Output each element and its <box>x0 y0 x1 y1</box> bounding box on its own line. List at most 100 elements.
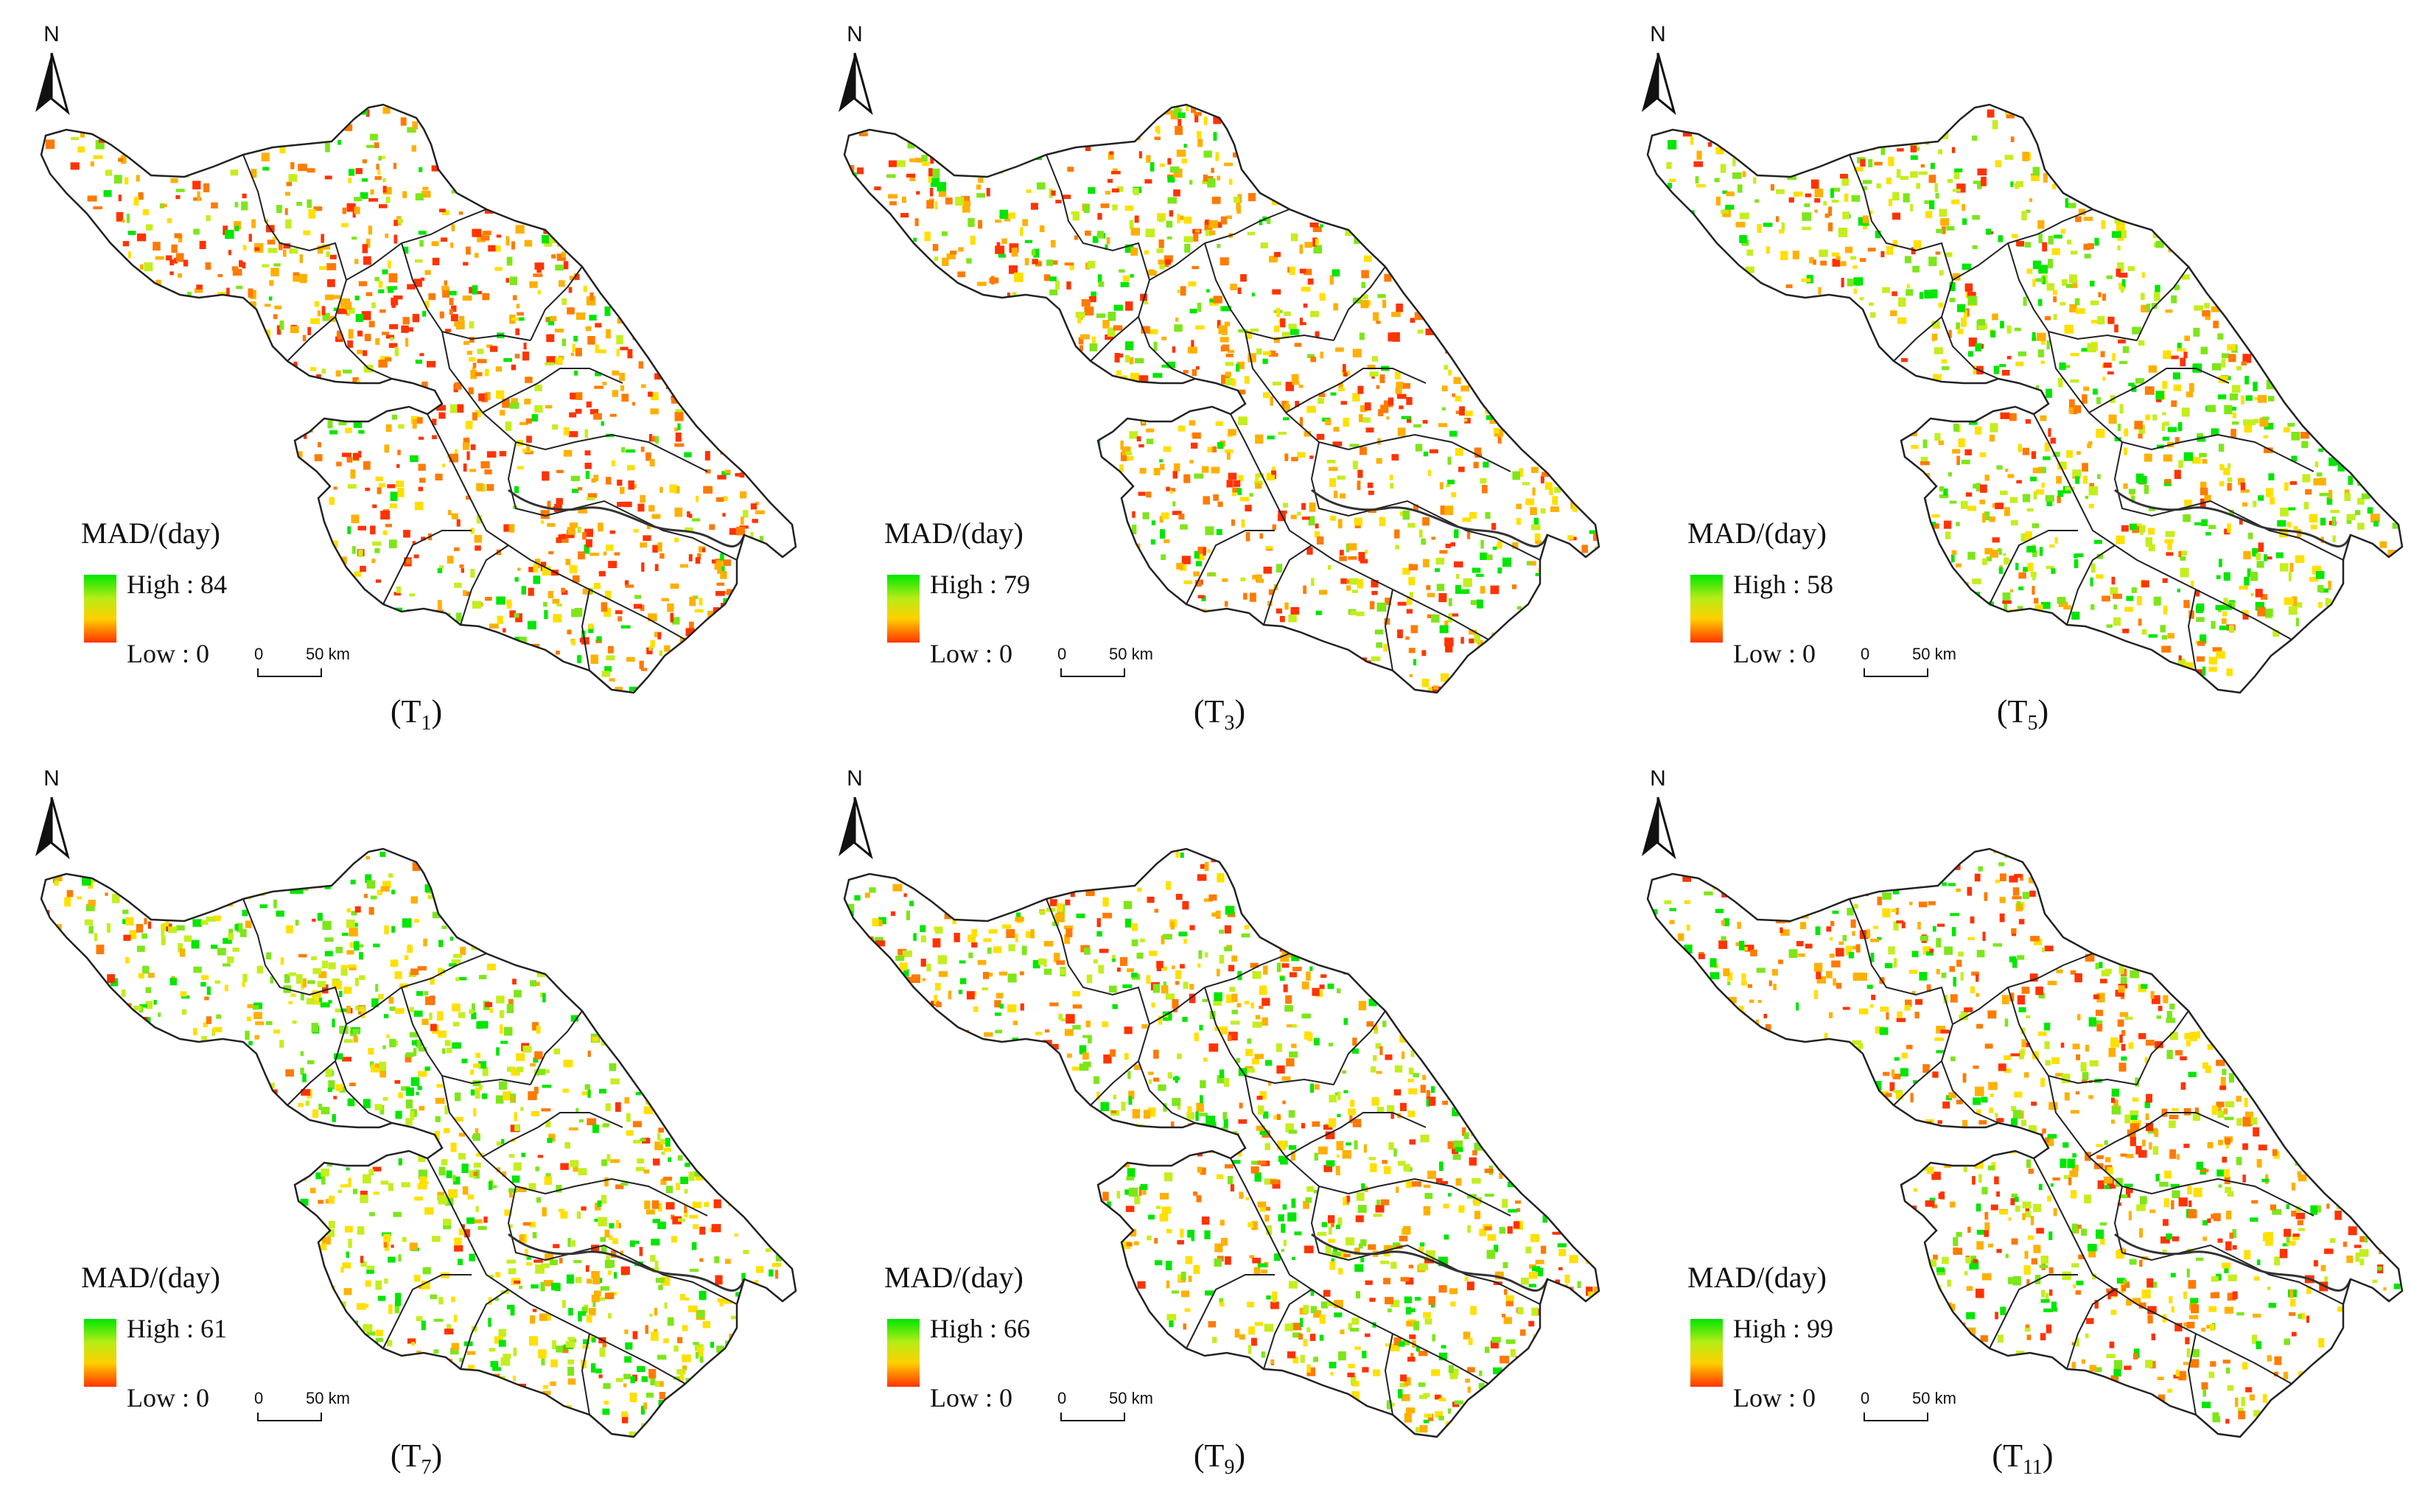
raster-cell <box>314 301 320 307</box>
raster-cell <box>755 341 763 348</box>
raster-cell <box>591 478 597 483</box>
raster-cell <box>185 482 193 486</box>
raster-cell <box>987 363 993 368</box>
raster-cell <box>2268 162 2272 167</box>
raster-cell <box>683 289 692 295</box>
raster-cell <box>1224 111 1231 119</box>
raster-cell <box>1009 265 1018 274</box>
raster-cell <box>197 191 200 200</box>
raster-cell <box>136 323 144 326</box>
raster-cell <box>1810 494 1815 503</box>
raster-cell <box>472 363 477 368</box>
raster-cell <box>1224 162 1234 167</box>
raster-cell <box>1498 632 1503 639</box>
raster-cell <box>1553 197 1563 203</box>
raster-cell <box>724 469 731 474</box>
raster-cell <box>307 168 315 173</box>
raster-cell <box>530 183 536 192</box>
raster-cell <box>1217 678 1222 685</box>
raster-cell <box>174 257 178 264</box>
raster-cell <box>578 508 587 514</box>
raster-cell <box>1365 549 1368 554</box>
raster-cell <box>2138 216 2141 222</box>
raster-cell <box>284 208 288 215</box>
raster-cell <box>1587 201 1595 206</box>
raster-cell <box>122 219 125 223</box>
raster-cell <box>1515 618 1521 629</box>
raster-cell <box>2048 428 2051 437</box>
raster-cell <box>456 519 461 527</box>
raster-cell <box>1687 375 1690 381</box>
raster-cell <box>1588 469 1597 479</box>
raster-cell <box>1262 351 1271 356</box>
raster-cell <box>2302 474 2311 483</box>
raster-cell <box>569 276 576 281</box>
raster-cell <box>146 389 153 399</box>
raster-cell <box>685 364 692 372</box>
raster-cell <box>1414 312 1424 321</box>
raster-cell <box>1528 324 1537 332</box>
raster-cell <box>1952 587 1959 598</box>
raster-cell <box>1771 506 1778 510</box>
raster-cell <box>847 662 856 668</box>
raster-cell <box>1397 427 1406 436</box>
raster-cell <box>1307 354 1315 358</box>
raster-cell <box>1250 626 1256 633</box>
raster-cell <box>1034 335 1043 345</box>
raster-cell <box>1284 404 1290 412</box>
raster-cell <box>2155 284 2160 293</box>
raster-cell <box>293 361 298 369</box>
raster-cell <box>1284 453 1289 461</box>
raster-cell <box>254 391 262 398</box>
raster-cell <box>438 636 444 640</box>
raster-cell <box>743 510 749 518</box>
caption-main: (T <box>390 693 421 729</box>
raster-cell <box>1455 574 1460 579</box>
raster-cell <box>2252 419 2256 425</box>
raster-cell <box>1742 171 1746 178</box>
legend-high-label: High : 79 <box>930 569 1030 600</box>
raster-cell <box>1382 299 1387 308</box>
raster-cell <box>2069 304 2077 312</box>
raster-cell <box>496 234 502 238</box>
raster-cell <box>2020 533 2029 542</box>
raster-cell <box>1968 337 1977 347</box>
raster-cell <box>103 190 112 197</box>
raster-cell <box>1850 256 1857 260</box>
raster-cell <box>352 452 360 461</box>
raster-cell <box>2242 502 2248 507</box>
raster-cell <box>563 150 573 155</box>
raster-cell <box>1828 223 1833 231</box>
raster-cell <box>1082 451 1090 458</box>
raster-cell <box>1245 505 1252 512</box>
raster-cell <box>1938 302 1943 308</box>
raster-cell <box>1851 195 1861 202</box>
raster-cell <box>1451 492 1457 497</box>
raster-cell <box>1220 346 1225 351</box>
raster-cell <box>603 607 612 617</box>
raster-cell <box>405 337 409 347</box>
raster-cell <box>2032 573 2036 581</box>
raster-cell <box>514 637 522 642</box>
raster-cell <box>1213 295 1222 304</box>
raster-cell <box>2101 220 2106 229</box>
raster-cell <box>1542 353 1550 361</box>
raster-cell <box>2032 167 2040 176</box>
raster-cell <box>175 441 181 447</box>
raster-cell <box>472 285 478 295</box>
raster-cell <box>1844 149 1851 155</box>
raster-cell <box>967 390 976 396</box>
raster-cell <box>211 202 218 209</box>
raster-cell <box>1654 179 1659 186</box>
raster-cell <box>2003 631 2008 637</box>
raster-cell <box>2319 477 2326 486</box>
raster-cell <box>109 365 116 372</box>
raster-cell <box>569 412 577 418</box>
raster-cell <box>883 256 889 264</box>
raster-cell <box>249 388 257 396</box>
raster-cell <box>659 650 663 657</box>
raster-cell <box>872 335 878 344</box>
raster-cell <box>1245 153 1249 161</box>
raster-cell <box>1725 489 1733 494</box>
raster-cell <box>1283 417 1290 421</box>
